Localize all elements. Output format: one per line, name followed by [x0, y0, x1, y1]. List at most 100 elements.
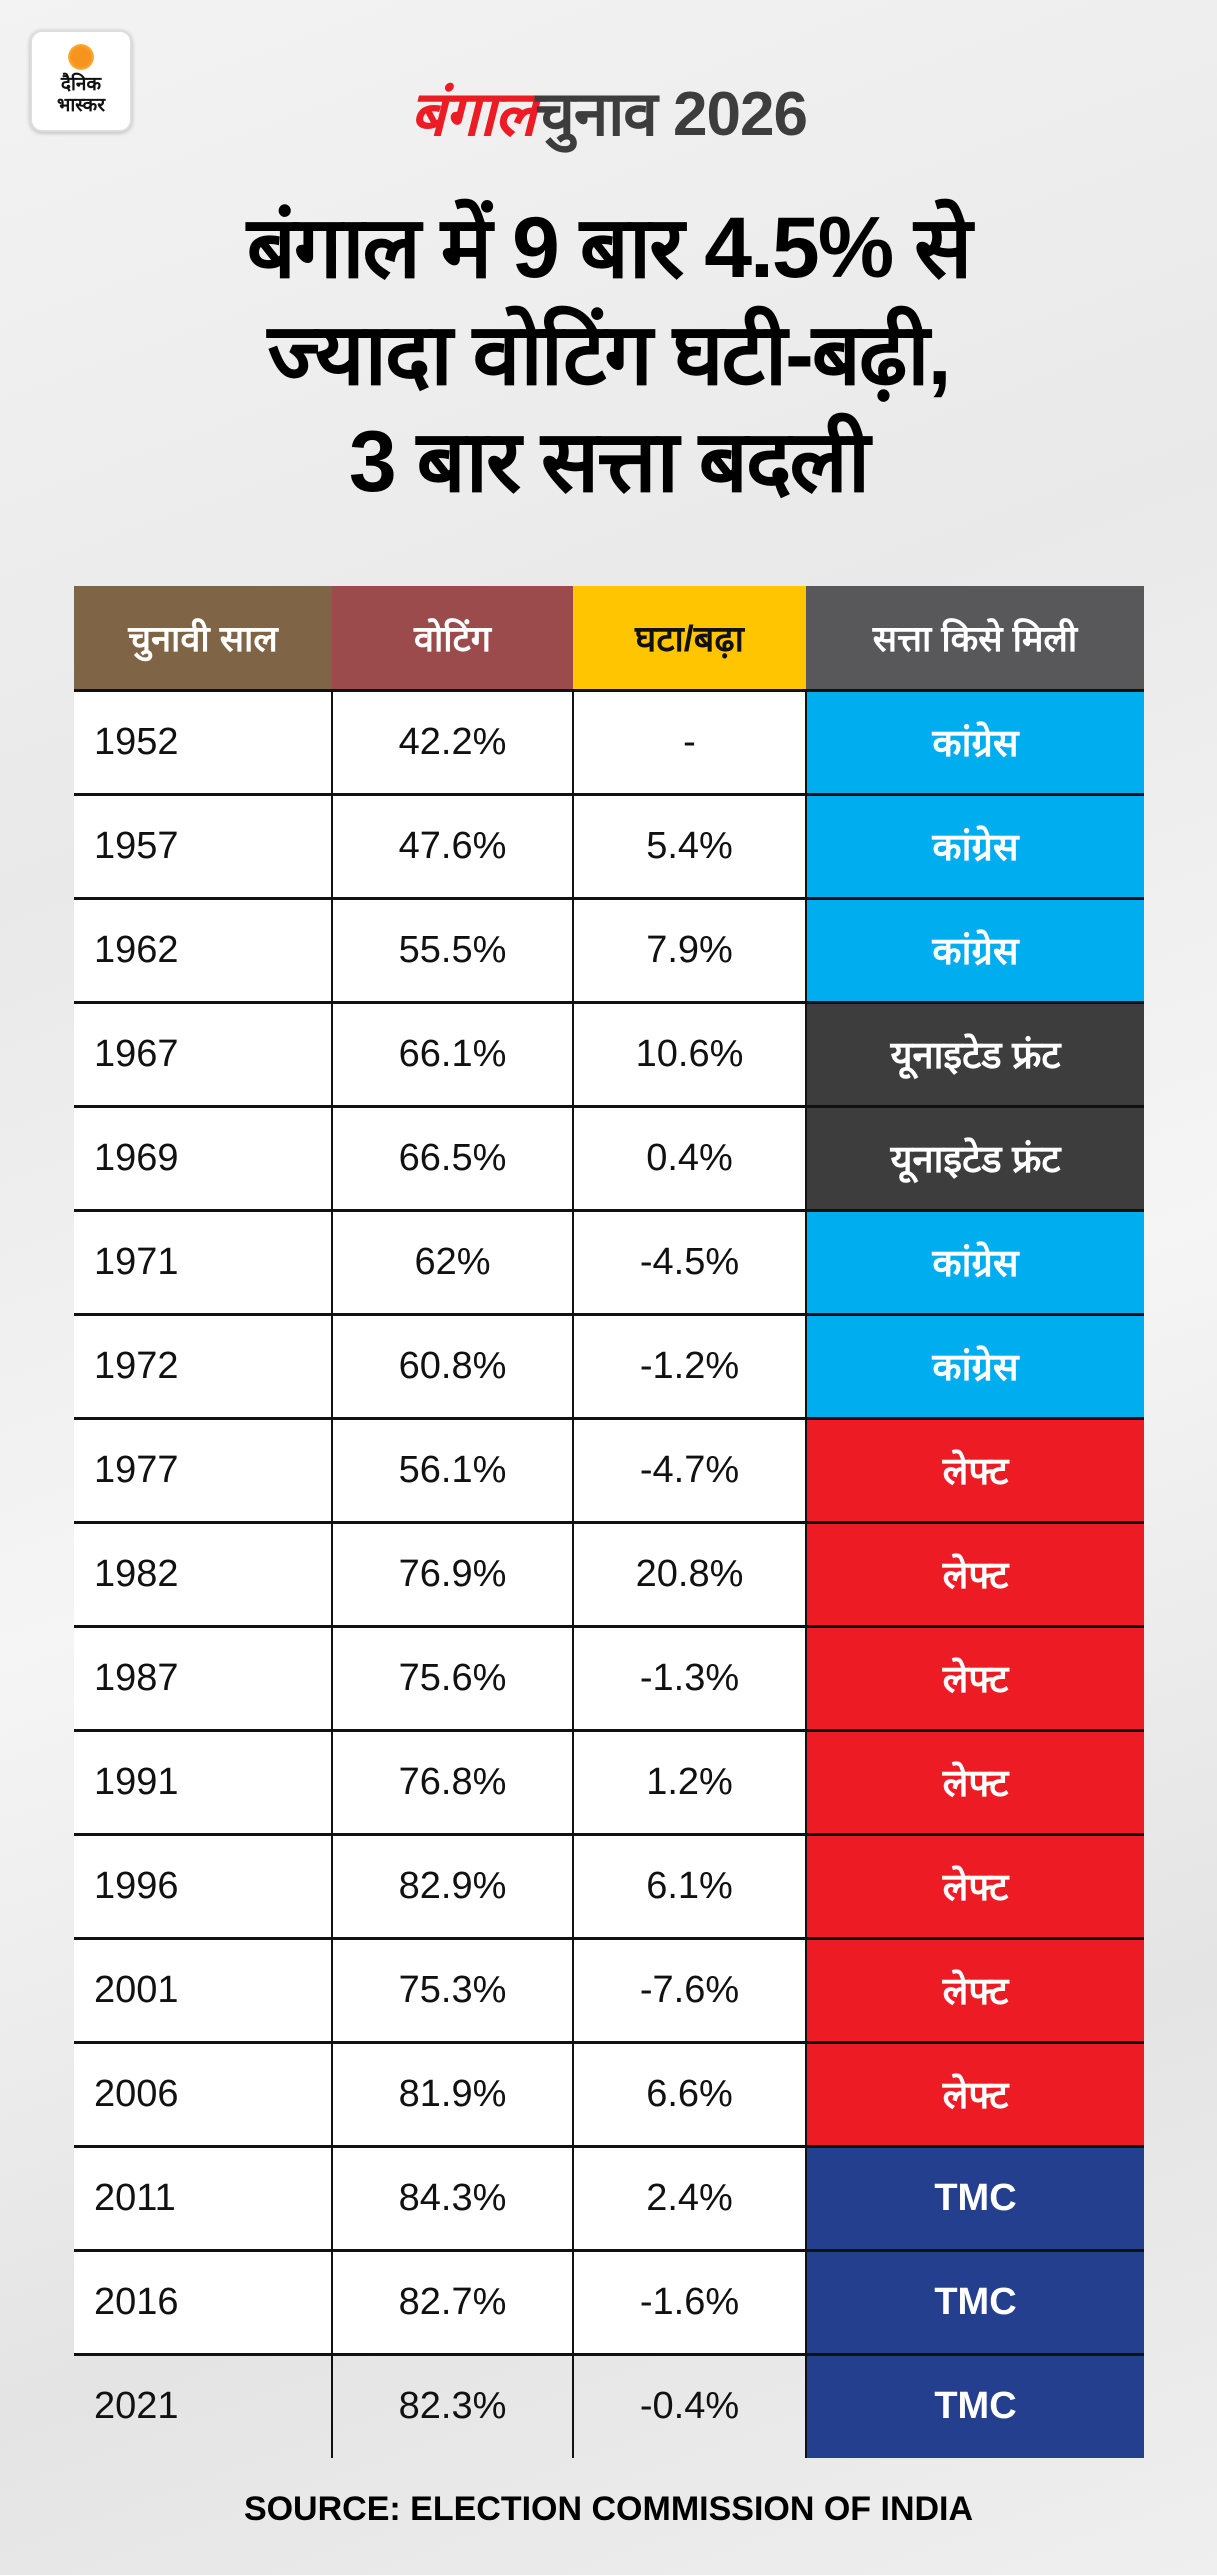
year-cell: 1996 [74, 1832, 332, 1938]
change-cell: - [572, 688, 806, 794]
party-cell: कांग्रेस [805, 688, 1144, 794]
table-row: 1991 76.8% 1.2% लेफ्ट [74, 1728, 1144, 1834]
voting-cell: 84.3% [331, 2144, 573, 2250]
bengal-election-brand: बंगालचुनाव 2026 [0, 70, 1217, 154]
table-header-row: चुनावी साल वोटिंग घटा/बढ़ा सत्ता किसे मिली [74, 586, 1144, 690]
year-cell: 2001 [74, 1936, 332, 2042]
voting-cell: 66.1% [331, 1000, 573, 1106]
table-row: 2001 75.3% -7.6% लेफ्ट [74, 1936, 1144, 2042]
party-cell: लेफ्ट [805, 1520, 1144, 1626]
party-cell: यूनाइटेड फ्रंट [805, 1000, 1144, 1106]
change-cell: -1.3% [572, 1624, 806, 1730]
table-row: 1982 76.9% 20.8% लेफ्ट [74, 1520, 1144, 1626]
table-row: 2011 84.3% 2.4% TMC [74, 2144, 1144, 2250]
headline-line2: ज्यादा वोटिंग घटी-बढ़ी, [267, 307, 952, 403]
table-row: 1962 55.5% 7.9% कांग्रेस [74, 896, 1144, 1002]
year-cell: 1987 [74, 1624, 332, 1730]
table-row: 1996 82.9% 6.1% लेफ्ट [74, 1832, 1144, 1938]
sun-icon [66, 42, 96, 72]
column-header: वोटिंग [332, 586, 573, 690]
change-cell: 10.6% [572, 1000, 806, 1106]
party-cell: TMC [805, 2352, 1144, 2458]
year-cell: 1977 [74, 1416, 332, 1522]
brand-election: चुनाव 2026 [535, 80, 807, 149]
change-cell: 7.9% [572, 896, 806, 1002]
party-cell: लेफ्ट [805, 1832, 1144, 1938]
party-cell: लेफ्ट [805, 2040, 1144, 2146]
change-cell: -4.5% [572, 1208, 806, 1314]
party-cell: TMC [805, 2248, 1144, 2354]
table-row: 1957 47.6% 5.4% कांग्रेस [74, 792, 1144, 898]
voting-cell: 62% [331, 1208, 573, 1314]
column-header: घटा/बढ़ा [573, 586, 806, 690]
dainik-bhaskar-logo: दैनिक भास्कर [30, 30, 132, 132]
party-cell: कांग्रेस [805, 1312, 1144, 1418]
column-header: चुनावी साल [74, 586, 332, 690]
table-row: 1987 75.6% -1.3% लेफ्ट [74, 1624, 1144, 1730]
table-row: 2016 82.7% -1.6% TMC [74, 2248, 1144, 2354]
voting-cell: 82.9% [331, 1832, 573, 1938]
brand-bengal: बंगाल [410, 80, 536, 149]
party-cell: लेफ्ट [805, 1624, 1144, 1730]
change-cell: 6.6% [572, 2040, 806, 2146]
voting-cell: 76.9% [331, 1520, 573, 1626]
party-cell: लेफ्ट [805, 1728, 1144, 1834]
change-cell: 5.4% [572, 792, 806, 898]
table-row: 1977 56.1% -4.7% लेफ्ट [74, 1416, 1144, 1522]
table-row: 2021 82.3% -0.4% TMC [74, 2352, 1144, 2458]
table-row: 2006 81.9% 6.6% लेफ्ट [74, 2040, 1144, 2146]
year-cell: 1972 [74, 1312, 332, 1418]
election-table: चुनावी साल वोटिंग घटा/बढ़ा सत्ता किसे मिली … [74, 586, 1144, 2458]
table-row: 1969 66.5% 0.4% यूनाइटेड फ्रंट [74, 1104, 1144, 1210]
column-header: सत्ता किसे मिली [806, 586, 1144, 690]
voting-cell: 55.5% [331, 896, 573, 1002]
logo-line1: दैनिक [60, 74, 102, 95]
headline-line3: 3 बार सत्ता बदली [348, 414, 870, 510]
table-row: 1967 66.1% 10.6% यूनाइटेड फ्रंट [74, 1000, 1144, 1106]
change-cell: 6.1% [572, 1832, 806, 1938]
year-cell: 1991 [74, 1728, 332, 1834]
year-cell: 1967 [74, 1000, 332, 1106]
voting-cell: 47.6% [331, 792, 573, 898]
change-cell: -1.2% [572, 1312, 806, 1418]
year-cell: 2006 [74, 2040, 332, 2146]
table-row: 1972 60.8% -1.2% कांग्रेस [74, 1312, 1144, 1418]
party-cell: TMC [805, 2144, 1144, 2250]
year-cell: 1952 [74, 688, 332, 794]
change-cell: 20.8% [572, 1520, 806, 1626]
voting-cell: 82.3% [331, 2352, 573, 2458]
change-cell: -0.4% [572, 2352, 806, 2458]
voting-cell: 60.8% [331, 1312, 573, 1418]
logo-line2: भास्कर [56, 95, 106, 116]
party-cell: कांग्रेस [805, 1208, 1144, 1314]
change-cell: 1.2% [572, 1728, 806, 1834]
headline: बंगाल में 9 बार 4.5% से ज्यादा वोटिंग घट… [0, 195, 1217, 516]
voting-cell: 42.2% [331, 688, 573, 794]
table-row: 1971 62% -4.5% कांग्रेस [74, 1208, 1144, 1314]
year-cell: 2021 [74, 2352, 332, 2458]
change-cell: 0.4% [572, 1104, 806, 1210]
year-cell: 1969 [74, 1104, 332, 1210]
party-cell: कांग्रेस [805, 896, 1144, 1002]
voting-cell: 75.3% [331, 1936, 573, 2042]
year-cell: 2016 [74, 2248, 332, 2354]
party-cell: यूनाइटेड फ्रंट [805, 1104, 1144, 1210]
change-cell: -7.6% [572, 1936, 806, 2042]
voting-cell: 82.7% [331, 2248, 573, 2354]
year-cell: 1971 [74, 1208, 332, 1314]
change-cell: -1.6% [572, 2248, 806, 2354]
party-cell: लेफ्ट [805, 1416, 1144, 1522]
table-row: 1952 42.2% - कांग्रेस [74, 688, 1144, 794]
voting-cell: 81.9% [331, 2040, 573, 2146]
source-note: SOURCE: ELECTION COMMISSION OF INDIA [243, 2490, 974, 2528]
voting-cell: 75.6% [331, 1624, 573, 1730]
party-cell: कांग्रेस [805, 792, 1144, 898]
year-cell: 1957 [74, 792, 332, 898]
voting-cell: 56.1% [331, 1416, 573, 1522]
year-cell: 1962 [74, 896, 332, 1002]
voting-cell: 66.5% [331, 1104, 573, 1210]
headline-line1: बंगाल में 9 बार 4.5% से [246, 200, 973, 296]
change-cell: -4.7% [572, 1416, 806, 1522]
change-cell: 2.4% [572, 2144, 806, 2250]
party-cell: लेफ्ट [805, 1936, 1144, 2042]
